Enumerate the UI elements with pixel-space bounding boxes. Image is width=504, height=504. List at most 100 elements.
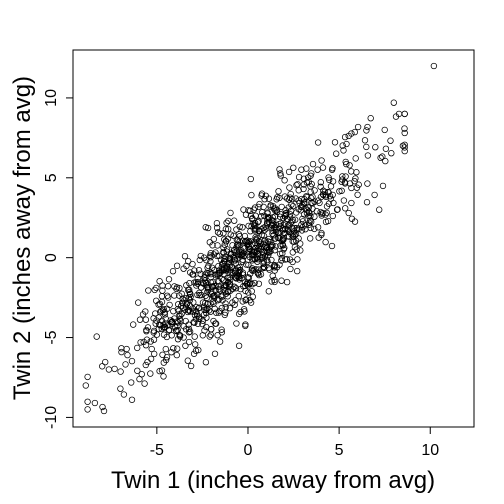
data-point [269, 230, 276, 237]
data-point [401, 125, 408, 132]
data-point [239, 224, 246, 231]
data-point [196, 304, 203, 311]
data-point [187, 293, 194, 301]
data-point [222, 309, 229, 316]
data-point [305, 208, 312, 215]
data-point [207, 300, 214, 307]
data-point [220, 284, 228, 291]
data-point [225, 217, 232, 225]
data-point [289, 238, 296, 245]
data-point [185, 321, 192, 328]
data-point [265, 288, 272, 295]
data-point [255, 280, 263, 287]
data-point [213, 224, 221, 231]
data-point [317, 183, 324, 190]
data-point [221, 236, 228, 243]
data-point [185, 325, 193, 333]
data-point [184, 357, 191, 364]
data-point [363, 127, 370, 134]
x-axis-title: Twin 1 (inches away from avg) [111, 467, 435, 494]
data-point [241, 282, 249, 290]
data-point [300, 185, 307, 193]
data-point [297, 247, 304, 254]
data-point [84, 406, 91, 413]
data-point [253, 236, 260, 244]
data-point [227, 251, 234, 258]
data-point [268, 256, 275, 264]
data-point [286, 256, 294, 263]
data-point [102, 358, 109, 366]
data-point [214, 252, 221, 260]
data-point [128, 357, 136, 365]
data-point [277, 170, 284, 177]
data-point [215, 309, 222, 316]
data-point [166, 326, 173, 333]
data-point [211, 294, 218, 301]
data-point [372, 144, 379, 151]
data-point [237, 247, 245, 254]
data-point [401, 141, 408, 148]
data-point [245, 289, 252, 296]
data-point [242, 211, 250, 218]
data-point [387, 137, 394, 144]
data-point [226, 262, 233, 269]
data-point [219, 293, 226, 300]
data-point [216, 338, 224, 345]
data-point [159, 282, 166, 289]
data-point [202, 359, 210, 366]
data-point [331, 139, 339, 146]
data-point [233, 236, 240, 243]
data-point [218, 329, 226, 336]
data-point [314, 139, 322, 146]
data-point [180, 334, 187, 341]
data-point [306, 209, 313, 217]
data-point [209, 242, 216, 249]
data-point [430, 62, 438, 70]
data-point [307, 188, 314, 196]
data-point [156, 278, 163, 285]
data-point [241, 308, 248, 315]
data-point [186, 280, 193, 287]
data-point [180, 265, 187, 272]
data-point [277, 172, 284, 179]
data-point [340, 147, 347, 154]
data-point [401, 129, 408, 137]
data-point [247, 212, 255, 220]
data-point [287, 190, 294, 198]
data-point [138, 371, 145, 378]
data-point [150, 315, 157, 322]
data-point [325, 200, 333, 207]
y-tick-label: 5 [43, 173, 60, 182]
data-point [278, 277, 285, 284]
data-point [328, 166, 336, 173]
data-point [218, 326, 225, 333]
data-point [308, 180, 315, 188]
data-point [227, 231, 234, 238]
data-point [271, 262, 278, 269]
data-point [186, 328, 194, 335]
data-point [303, 179, 311, 186]
data-point [231, 301, 238, 308]
data-point [261, 264, 268, 271]
data-point [311, 225, 318, 233]
data-point [207, 252, 214, 259]
data-point [282, 209, 290, 217]
data-point [267, 248, 274, 255]
data-point [221, 257, 228, 265]
data-point [227, 287, 234, 294]
data-point [253, 226, 260, 233]
data-point [353, 169, 360, 176]
data-point [248, 216, 256, 223]
data-point [135, 299, 142, 306]
data-point [174, 345, 181, 352]
data-point [338, 178, 345, 185]
data-point [204, 264, 211, 271]
data-point [379, 153, 386, 160]
data-point [294, 267, 301, 275]
data-point [231, 283, 238, 290]
data-point [164, 322, 171, 329]
data-point [348, 130, 355, 137]
data-point [318, 231, 325, 238]
data-point [222, 300, 229, 307]
data-point [163, 333, 170, 341]
